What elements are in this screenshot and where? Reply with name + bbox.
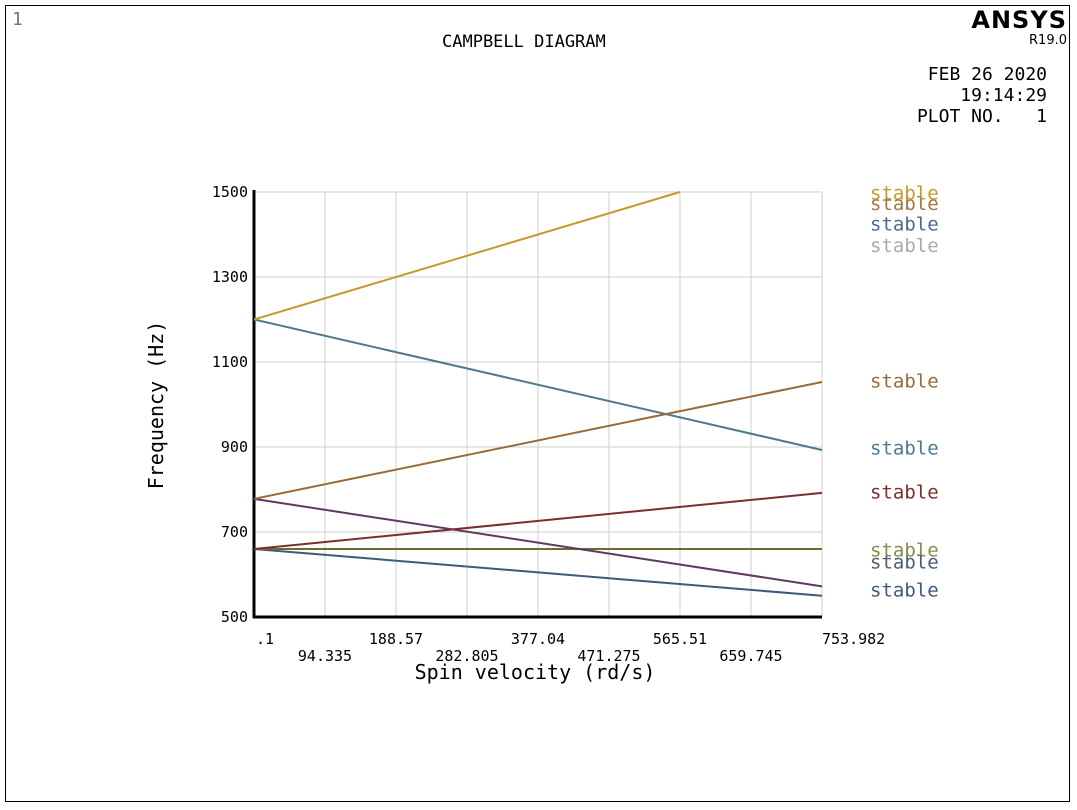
plot-date: FEB 26 2020 (927, 64, 1047, 85)
x-tick-label: 188.57 (369, 630, 423, 648)
plot-number-value: 1 (1036, 106, 1047, 127)
ansys-logo: ANSYS (971, 6, 1067, 34)
x-tick-label: 565.51 (653, 630, 707, 648)
status-label-mode11: stable (870, 183, 939, 205)
window-number: 1 (12, 9, 23, 30)
x-tick-label: 282.805 (435, 647, 498, 665)
plot-number-label: PLOT NO. (916, 106, 1004, 127)
x-tick-label: 377.04 (511, 630, 565, 648)
y-tick-label: 1100 (212, 353, 248, 371)
series-line-mode11 (253, 191, 681, 321)
status-label-mode8: stable (870, 235, 939, 257)
x-tick-label: 94.335 (298, 647, 352, 665)
plot-frame (5, 5, 1070, 802)
plot-time: 19:14:29 (960, 85, 1047, 106)
y-tick-label: 500 (221, 608, 248, 626)
status-label-mode3: stable (870, 540, 939, 562)
status-label-mode6: stable (870, 438, 939, 460)
y-tick-label: 1500 (212, 183, 248, 201)
brand-block: ANSYS R19.0 (971, 6, 1067, 48)
x-axis-label: Spin velocity (rd/s) (415, 660, 656, 684)
x-tick-label: 753.982 (822, 630, 885, 648)
x-tick-label: 471.275 (577, 647, 640, 665)
chart-title: CAMPBELL DIAGRAM (442, 32, 606, 52)
series-line-mode5 (253, 491, 823, 550)
plot-meta: FEB 26 2020 19:14:29 PLOT NO. 1 (917, 64, 1047, 127)
status-label-mode1: stable (870, 580, 939, 602)
x-tick-label: 659.745 (719, 647, 782, 665)
y-tick-label: 900 (221, 438, 248, 456)
series-line-mode4 (253, 497, 823, 588)
y-tick-label: 700 (221, 523, 248, 541)
status-label-mode5: stable (870, 481, 939, 503)
status-label-mode7: stable (870, 371, 939, 393)
series-line-mode1 (253, 548, 823, 597)
y-tick-label: 1300 (212, 268, 248, 286)
version-label: R19.0 (1029, 33, 1067, 48)
series-line-mode7 (253, 380, 823, 500)
plot-number-row: PLOT NO. 1 (917, 106, 1047, 127)
y-axis-label: Frequency (Hz) (144, 321, 168, 490)
status-label-mode9: stable (870, 214, 939, 236)
series-line-mode6 (253, 318, 823, 451)
status-label-mode2: stable (870, 552, 939, 574)
x-tick-label: .1 (256, 630, 274, 648)
status-label-mode10: stable (870, 193, 939, 215)
